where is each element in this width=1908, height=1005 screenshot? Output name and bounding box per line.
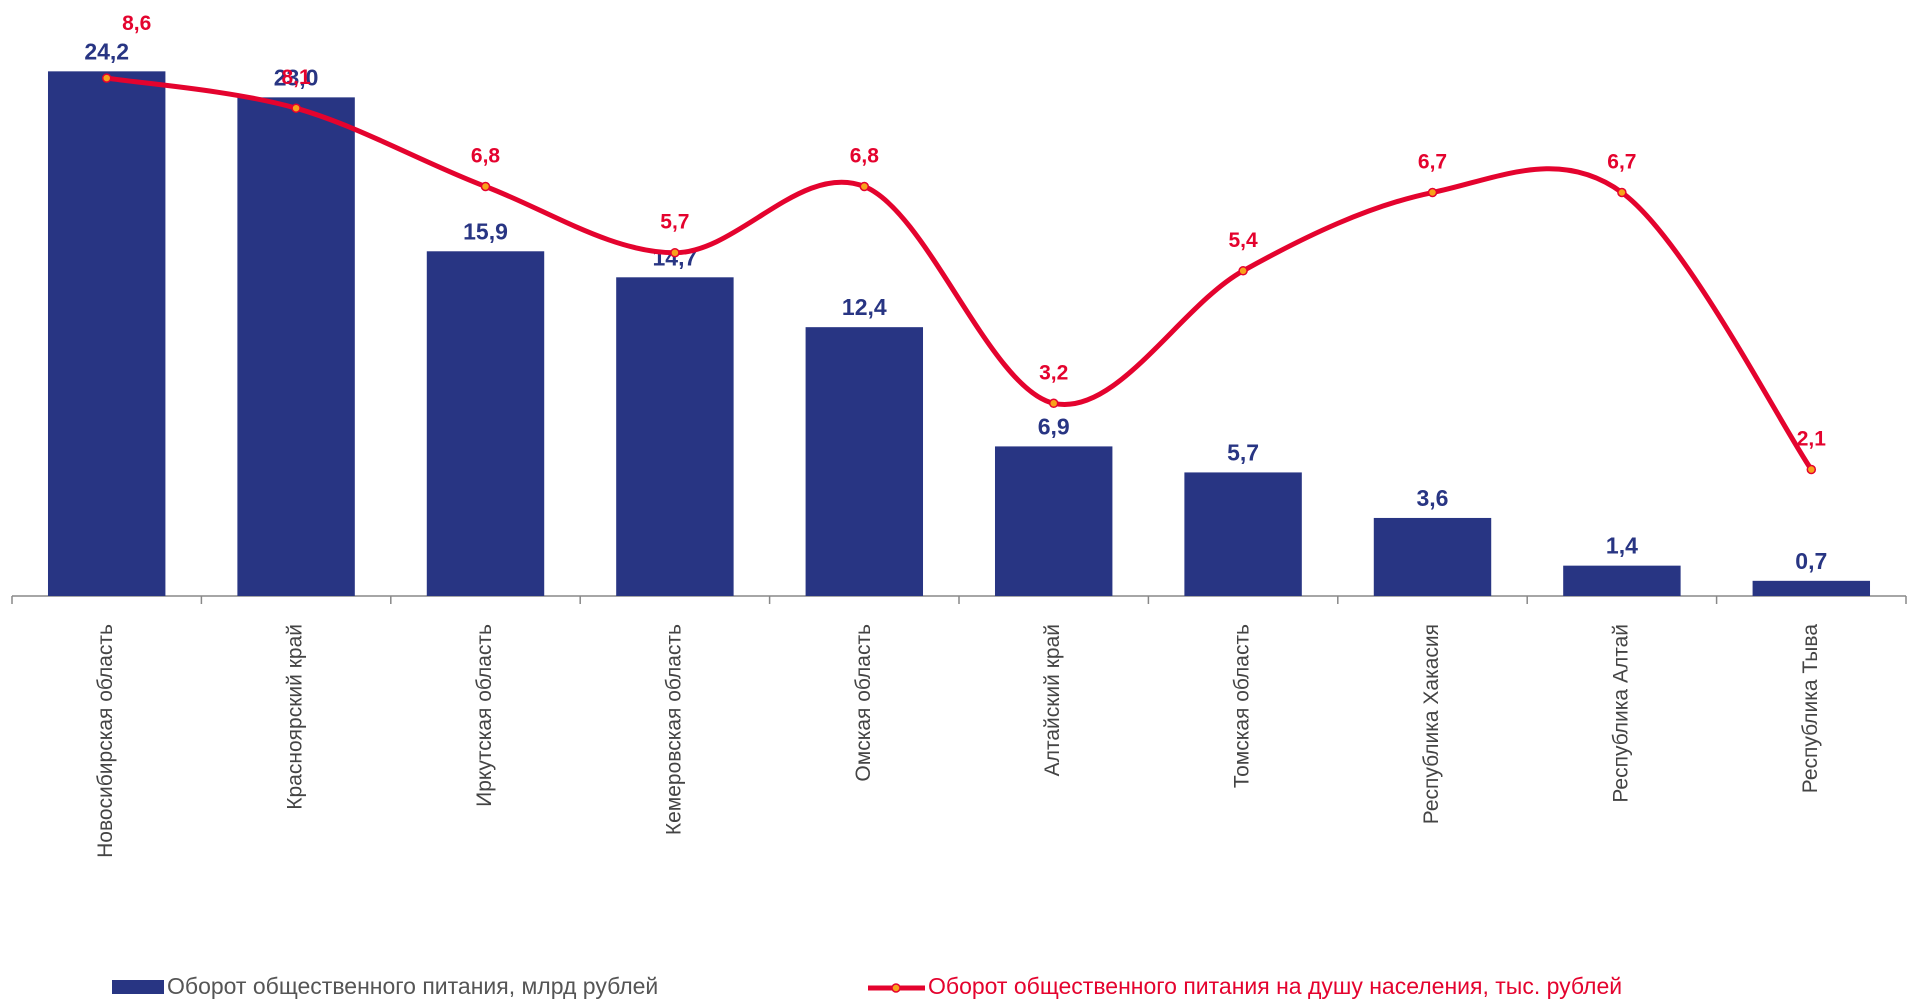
x-tick-label: Республика Тыва xyxy=(1799,624,1822,794)
x-tick-label: Алтайский край xyxy=(1041,624,1064,776)
bar-value-label: 5,7 xyxy=(1227,439,1259,465)
x-tick-label: Красноярский край xyxy=(284,624,307,810)
line-marker xyxy=(1806,464,1817,475)
line-marker xyxy=(1617,187,1627,198)
bar xyxy=(1184,472,1302,596)
x-tick-label: Омская область xyxy=(852,624,875,782)
line-value-label: 6,7 xyxy=(1607,151,1636,174)
bar xyxy=(47,71,166,597)
legend-swatch-bar xyxy=(112,980,164,994)
line-value-label: 8,1 xyxy=(281,66,311,89)
bar xyxy=(237,97,355,597)
x-tick-label: Новосибирская область xyxy=(94,624,117,858)
legend-label: Оборот общественного питания на душу нас… xyxy=(928,973,1622,999)
bar xyxy=(1373,517,1492,596)
bar-value-label: 24,2 xyxy=(84,38,129,64)
line-value-label: 3,2 xyxy=(1039,361,1068,384)
line-marker xyxy=(1238,266,1248,276)
line-marker xyxy=(1427,187,1438,198)
line-marker xyxy=(480,181,491,192)
bar-value-label: 0,7 xyxy=(1795,548,1827,574)
x-tick-label: Иркутская область xyxy=(473,624,496,807)
bar xyxy=(994,446,1113,596)
legend-label: Оборот общественного питания, млрд рубле… xyxy=(167,973,658,999)
x-tick-label: Республика Хакасия xyxy=(1420,624,1443,824)
line-marker xyxy=(859,181,870,192)
bar xyxy=(805,327,924,596)
line-value-label: 6,8 xyxy=(850,144,880,167)
bar-value-label: 1,4 xyxy=(1606,533,1638,559)
bar-value-label: 15,9 xyxy=(463,218,508,244)
bar-value-label: 23,0 xyxy=(274,64,319,90)
bar xyxy=(616,277,734,596)
line-marker xyxy=(670,247,680,258)
bar-value-label: 3,6 xyxy=(1417,485,1449,511)
line-value-label: 6,8 xyxy=(471,144,501,167)
line-value-label: 5,4 xyxy=(1228,229,1258,252)
line-value-label: 8,6 xyxy=(122,12,151,35)
bar xyxy=(426,251,545,596)
bar-value-label: 6,9 xyxy=(1038,413,1070,439)
x-tick-label: Кемеровская область xyxy=(662,624,685,835)
line xyxy=(104,75,1814,473)
line-marker xyxy=(101,73,112,83)
bar-value-label: 12,4 xyxy=(842,294,887,320)
line-value-label: 2,1 xyxy=(1797,428,1827,451)
line-value-label: 6,7 xyxy=(1418,151,1447,174)
bar xyxy=(1563,565,1681,596)
line-marker xyxy=(1048,398,1059,409)
line-marker xyxy=(291,103,301,113)
bar xyxy=(1752,580,1871,596)
x-tick-label: Томская область xyxy=(1231,624,1254,788)
line-value-label: 5,7 xyxy=(660,211,689,234)
legend-swatch-marker xyxy=(891,983,901,993)
x-tick-label: Республика Алтай xyxy=(1609,624,1632,803)
